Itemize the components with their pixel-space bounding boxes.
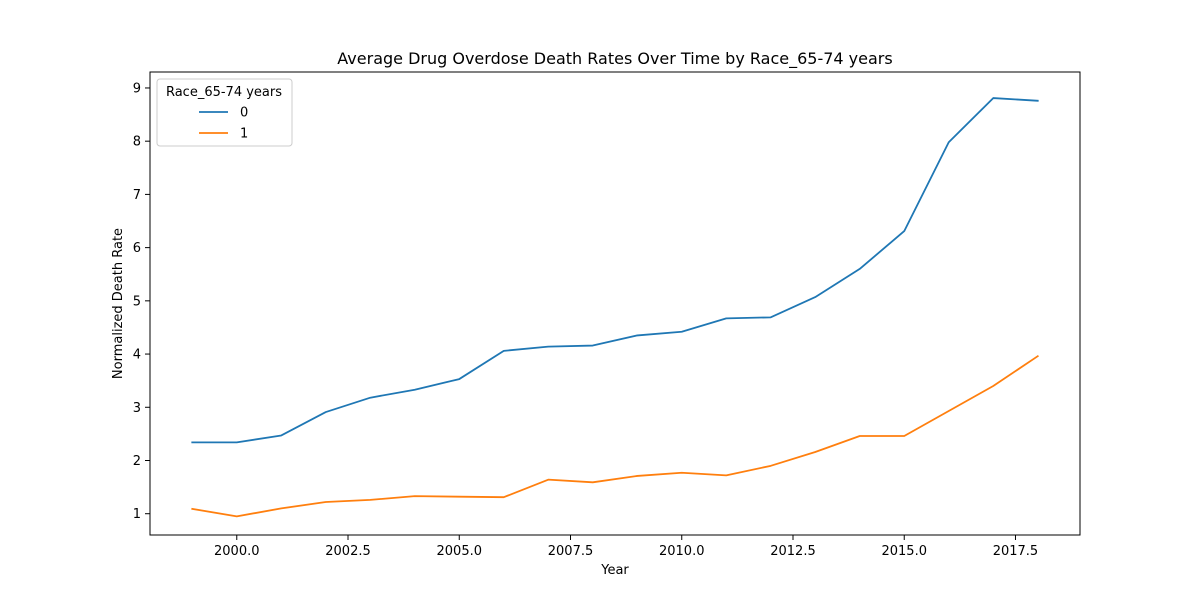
x-tick-label: 2007.5 [548, 544, 594, 559]
series-line-1 [191, 354, 1039, 518]
y-tick-label: 4 [133, 348, 141, 363]
y-tick-label: 2 [133, 454, 141, 469]
series-line-0 [191, 97, 1039, 444]
plot-area [149, 71, 1081, 536]
axes-frame [149, 71, 1081, 536]
legend: Race_65-74 years 01 [156, 78, 293, 147]
x-tick-label: 2010.0 [659, 544, 705, 559]
y-axis: 1 2 3 4 5 6 7 8 9 [133, 81, 150, 522]
y-tick-label: 9 [133, 81, 141, 96]
y-tick-label: 1 [133, 507, 141, 522]
legend-title: Race_65-74 years [166, 85, 282, 100]
legend-label-0: 0 [240, 106, 248, 121]
x-tick-label: 2015.0 [881, 544, 927, 559]
x-tick-label: 2002.5 [325, 544, 371, 559]
x-tick-label: 2017.5 [993, 544, 1039, 559]
series-group [191, 97, 1039, 518]
x-axis: 2000.0 2002.5 2005.0 2007.5 2010.0 2012.5 2015… [214, 535, 1038, 559]
x-tick-label: 2000.0 [214, 544, 260, 559]
y-tick-label: 6 [133, 241, 141, 256]
y-tick-label: 8 [133, 135, 141, 150]
y-tick-label: 7 [133, 188, 141, 203]
y-tick-label: 5 [133, 294, 141, 309]
y-axis-label: Normalized Death Rate [111, 228, 126, 379]
legend-entries: 01 [199, 106, 248, 142]
x-tick-label: 2005.0 [437, 544, 483, 559]
x-axis-label: Year [600, 563, 629, 578]
legend-label-1: 1 [240, 127, 248, 142]
chart-title: Average Drug Overdose Death Rates Over T… [337, 49, 892, 69]
y-tick-label: 3 [133, 401, 141, 416]
x-tick-label: 2012.5 [770, 544, 816, 559]
